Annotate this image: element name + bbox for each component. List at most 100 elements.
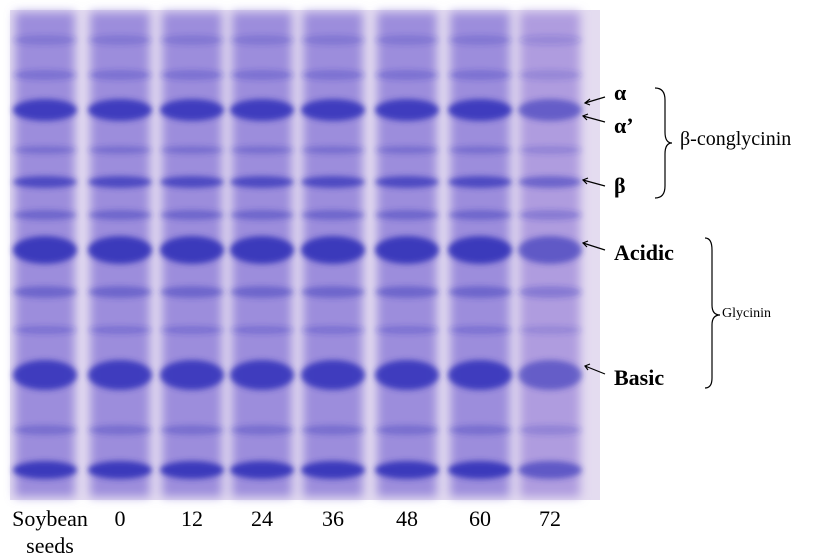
band xyxy=(448,360,512,390)
band xyxy=(230,99,294,121)
band xyxy=(13,176,77,188)
band xyxy=(13,326,77,334)
band xyxy=(230,326,294,334)
group-label: β-conglycinin xyxy=(680,128,792,150)
band xyxy=(88,210,152,220)
band xyxy=(375,236,439,264)
band xyxy=(375,326,439,334)
band xyxy=(518,461,582,479)
band xyxy=(230,176,294,188)
band xyxy=(375,176,439,188)
band xyxy=(230,210,294,220)
band xyxy=(88,70,152,80)
band xyxy=(301,425,365,435)
band xyxy=(13,99,77,121)
band xyxy=(13,425,77,435)
band xyxy=(160,176,224,188)
band xyxy=(518,210,582,220)
band xyxy=(518,35,582,45)
band xyxy=(88,286,152,298)
band xyxy=(160,99,224,121)
band xyxy=(160,236,224,264)
band xyxy=(301,146,365,154)
band xyxy=(448,286,512,298)
band xyxy=(13,461,77,479)
band xyxy=(160,286,224,298)
band xyxy=(230,461,294,479)
band xyxy=(160,326,224,334)
arrows xyxy=(581,87,721,389)
band xyxy=(448,210,512,220)
lane-label: 12 xyxy=(181,506,203,531)
band xyxy=(301,326,365,334)
band xyxy=(160,461,224,479)
band xyxy=(160,360,224,390)
band xyxy=(375,35,439,45)
band xyxy=(13,70,77,80)
band-label: α xyxy=(614,80,627,105)
band xyxy=(230,425,294,435)
band xyxy=(88,35,152,45)
band xyxy=(88,146,152,154)
lane-label: 60 xyxy=(469,506,491,531)
band xyxy=(230,70,294,80)
band xyxy=(230,35,294,45)
band xyxy=(13,236,77,264)
lane-label: 72 xyxy=(539,506,561,531)
band xyxy=(301,35,365,45)
band xyxy=(230,146,294,154)
band xyxy=(375,461,439,479)
band xyxy=(13,360,77,390)
band xyxy=(518,70,582,80)
band xyxy=(448,326,512,334)
band-label: Acidic xyxy=(614,240,674,265)
band xyxy=(448,176,512,188)
band xyxy=(160,210,224,220)
band xyxy=(160,35,224,45)
band xyxy=(230,360,294,390)
band xyxy=(301,176,365,188)
band xyxy=(448,461,512,479)
band xyxy=(160,146,224,154)
band xyxy=(230,286,294,298)
band xyxy=(230,236,294,264)
lane-label: Soybean seeds xyxy=(12,506,88,556)
band xyxy=(301,236,365,264)
band xyxy=(448,146,512,154)
band xyxy=(88,176,152,188)
band xyxy=(448,236,512,264)
band xyxy=(448,35,512,45)
band xyxy=(375,210,439,220)
band-label: α’ xyxy=(614,113,634,138)
band xyxy=(518,176,582,188)
band xyxy=(160,425,224,435)
band xyxy=(375,99,439,121)
band xyxy=(88,461,152,479)
band xyxy=(13,210,77,220)
bands xyxy=(13,35,582,479)
band xyxy=(518,425,582,435)
band xyxy=(88,326,152,334)
band xyxy=(88,360,152,390)
band xyxy=(518,326,582,334)
band xyxy=(375,70,439,80)
band xyxy=(448,99,512,121)
band xyxy=(301,99,365,121)
band-label: Basic xyxy=(614,365,665,390)
band xyxy=(301,461,365,479)
band xyxy=(88,425,152,435)
band xyxy=(375,425,439,435)
band xyxy=(13,146,77,154)
lane-label: 36 xyxy=(322,506,344,531)
band xyxy=(88,99,152,121)
band xyxy=(301,70,365,80)
band-label: β xyxy=(614,173,626,198)
lane-label: 24 xyxy=(251,506,273,531)
band xyxy=(13,286,77,298)
band xyxy=(375,286,439,298)
band xyxy=(301,210,365,220)
band xyxy=(160,70,224,80)
band xyxy=(375,146,439,154)
